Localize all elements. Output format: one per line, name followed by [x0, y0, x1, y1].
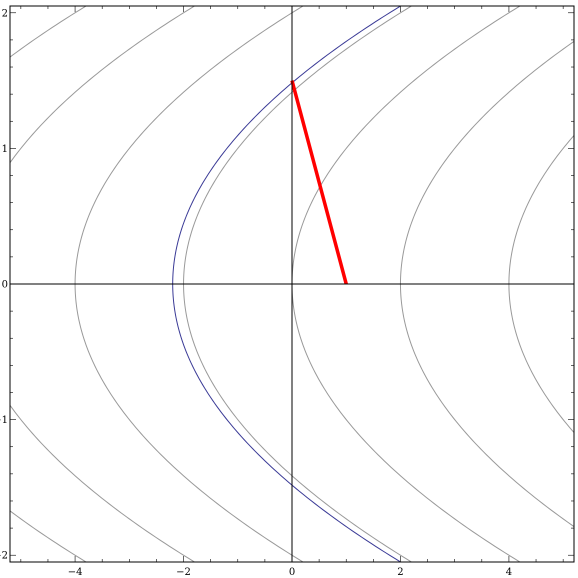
contour-curve-7 — [508, 134, 574, 434]
y-tick-label: −2 — [0, 551, 8, 562]
x-tick-label: −2 — [176, 567, 191, 578]
contour-curve-6 — [399, 40, 574, 528]
red-segment — [290, 80, 348, 285]
y-tick-label: −1 — [0, 415, 8, 426]
y-tick-label: 1 — [2, 144, 8, 155]
x-tick-label: 4 — [506, 567, 512, 578]
contour-curve-3 — [74, 6, 304, 562]
x-tick-label: 2 — [397, 567, 403, 578]
contour-curve-5 — [291, 6, 521, 562]
y-tick-label: 2 — [2, 8, 8, 19]
y-tick-label: 0 — [2, 280, 8, 291]
contour-curve-4 — [183, 6, 413, 562]
x-tick-label: −4 — [68, 567, 83, 578]
tick-group: −4 −2 0 2 4 −2 −1 0 1 2 — [0, 6, 574, 578]
x-tick-label: 0 — [289, 567, 295, 578]
axes — [10, 6, 574, 562]
contour-curve-1 — [10, 6, 88, 562]
contour-curve-2 — [10, 6, 196, 562]
